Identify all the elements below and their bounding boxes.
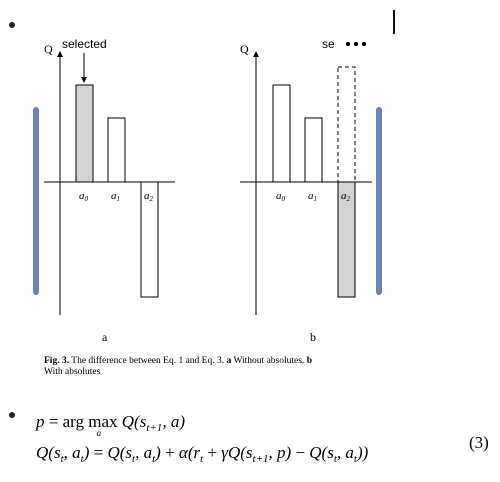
ellipsis-icon xyxy=(346,42,366,46)
caption-bold-a: a xyxy=(226,356,232,366)
caption-text-b: With absolutes xyxy=(44,367,101,377)
panel-b-tick-a1: a1 xyxy=(308,190,317,203)
text-cursor-line xyxy=(393,10,395,34)
panel-b-label: b xyxy=(310,330,316,344)
bullet-bottom xyxy=(9,412,15,418)
panel-b-annotation: se xyxy=(322,37,335,51)
panel-a-label: a xyxy=(102,330,108,344)
panel-a: Q selected a0 a1 a2 a xyxy=(44,37,175,344)
caption-fig-label: Fig. 3. xyxy=(44,356,70,366)
panel-a-annotation: selected xyxy=(62,37,107,51)
figure-caption: Fig. 3. The difference between Eq. 1 and… xyxy=(44,356,404,378)
panel-a-axis-label: Q xyxy=(44,42,53,56)
panel-a-bar-a1 xyxy=(107,117,126,183)
bullet-top xyxy=(9,22,15,28)
panel-a-tick-a2: a2 xyxy=(144,190,154,203)
panel-b-bar-a2 xyxy=(337,181,356,298)
caption-bold-b: b xyxy=(306,356,312,366)
panel-a-bar-a2 xyxy=(140,181,159,298)
equation-number: (3) xyxy=(469,433,489,452)
panel-b-bar-a0 xyxy=(272,84,291,183)
panel-b: Q se a0 a1 a2 b xyxy=(240,37,372,344)
panel-a-tick-a0: a0 xyxy=(79,190,89,203)
panel-b-axis-label: Q xyxy=(240,42,249,56)
panel-b-tick-a2: a2 xyxy=(341,190,351,203)
right-side-bar[interactable] xyxy=(376,107,382,295)
caption-text-a: Without absolutes. xyxy=(231,356,307,366)
caption-text-1: The difference between Eq. 1 and Eq. 3. xyxy=(69,356,227,366)
panel-b-bar-a2-dashed xyxy=(337,66,356,183)
argmax-operator: arg max a xyxy=(62,412,118,438)
panel-b-bar-a1 xyxy=(304,117,323,183)
figure-3: Q selected a0 a1 a2 a Q se a0 a1 a2 b xyxy=(33,37,382,344)
left-side-bar[interactable] xyxy=(33,107,39,295)
panel-a-bar-a0 xyxy=(75,84,94,183)
equation-line-2: Q(st, at) = Q(st, at) + α(rt + γQ(st+1, … xyxy=(36,443,369,465)
equation-line-1: p = arg max a Q(st+1, a) xyxy=(36,412,185,438)
panel-b-tick-a0: a0 xyxy=(276,190,286,203)
panel-a-tick-a1: a1 xyxy=(111,190,120,203)
